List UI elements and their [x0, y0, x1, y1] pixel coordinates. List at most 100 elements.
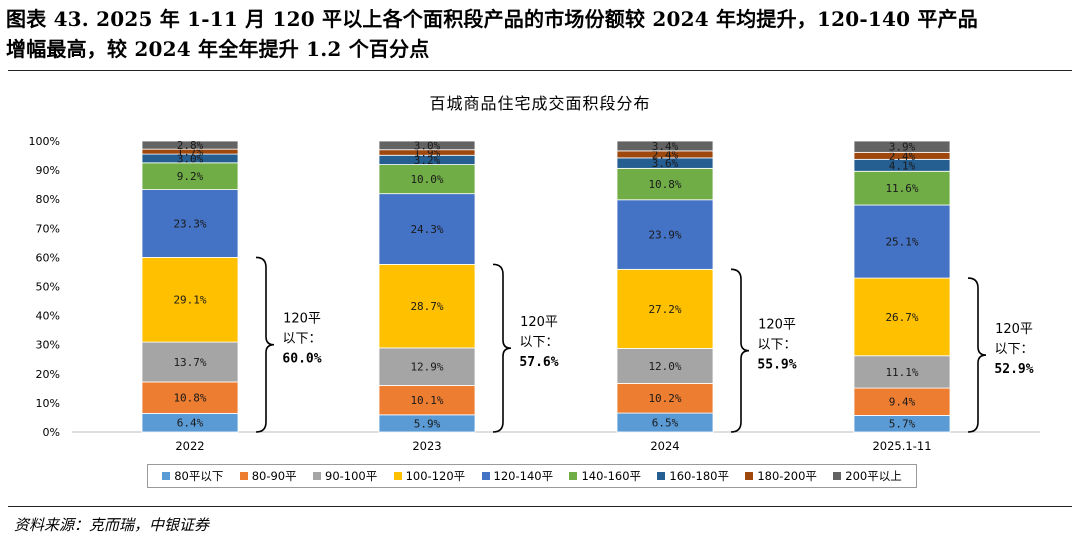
bar-segment [853, 140, 951, 153]
bar-data-label: 3.2% [414, 154, 441, 167]
bar-data-label: 28.7% [410, 300, 443, 313]
annotation-value: 55.9% [757, 358, 796, 373]
legend-label: 120-140平 [493, 469, 554, 483]
annotation-value: 52.9% [994, 362, 1033, 377]
legend-item: 200平以上 [833, 468, 902, 484]
bar-data-label: 2.8% [177, 139, 204, 152]
legend-item: 80-90平 [239, 468, 297, 484]
legend-label: 80-90平 [251, 469, 297, 483]
bar-segment [378, 347, 476, 386]
bar-data-label: 2.4% [889, 150, 916, 163]
bar-segment [378, 193, 476, 265]
bar-data-label: 29.1% [173, 294, 206, 307]
figure-caption: 图表 43. 2025 年 1-11 月 120 平以上各个面积段产品的市场份额… [6, 4, 1074, 64]
annotation-label: 120平 [995, 322, 1033, 337]
legend-label: 200平以上 [845, 469, 902, 483]
bar-data-label: 10.8% [648, 178, 681, 191]
y-tick-label: 20% [36, 368, 60, 381]
annotation-label: 以下： [282, 332, 321, 347]
bar-segment [378, 140, 476, 151]
bar-data-label: 26.7% [885, 311, 918, 324]
bar-data-label: 12.0% [648, 360, 681, 373]
bar-segment [616, 199, 714, 270]
legend-swatch [393, 472, 402, 480]
x-tick-label: 2024 [650, 439, 679, 453]
legend-item: 140-160平 [569, 468, 641, 484]
y-tick-label: 10% [36, 397, 60, 410]
y-tick-label: 30% [36, 339, 60, 352]
legend-item: 90-100平 [313, 468, 377, 484]
legend-label: 160-180平 [669, 469, 729, 483]
y-tick-label: 70% [36, 222, 60, 235]
x-tick-label: 2025.1-11 [872, 439, 931, 453]
legend-swatch [239, 472, 248, 480]
x-tick-label: 2023 [412, 439, 441, 453]
bar-data-label: 5.9% [414, 417, 441, 430]
annotation-bracket [967, 277, 987, 433]
annotation-label: 120平 [758, 318, 796, 333]
bar-data-label: 24.3% [410, 223, 443, 236]
bar-data-label: 9.4% [889, 396, 916, 409]
bar-segment [616, 383, 714, 414]
bar-segment [141, 256, 239, 343]
annotation-label: 120平 [283, 312, 321, 327]
figure-caption-line-1: 图表 43. 2025 年 1-11 月 120 平以上各个面积段产品的市场份额… [6, 7, 978, 31]
legend-swatch [657, 472, 666, 480]
legend-swatch [481, 472, 490, 480]
bar-segment [616, 348, 714, 384]
annotation-value: 60.0% [282, 352, 321, 367]
legend-swatch [833, 472, 842, 480]
bar-segment [853, 277, 951, 357]
y-tick-label: 100% [29, 135, 60, 148]
bar-data-label: 10.8% [173, 392, 206, 405]
bar-segment [141, 341, 239, 383]
bar-data-label: 11.6% [885, 182, 918, 195]
bar-segment [853, 204, 951, 279]
annotation-bracket [492, 263, 512, 433]
bar-data-label: 25.1% [885, 236, 918, 249]
bar-data-label: 3.0% [177, 152, 204, 165]
y-tick-label: 80% [36, 193, 60, 206]
annotation-label: 以下： [519, 335, 558, 350]
bar-segment [141, 189, 239, 258]
legend-item: 120-140平 [481, 468, 554, 484]
source-note: 资料来源：克而瑞，中银证券 [14, 516, 210, 534]
bar-segment [378, 263, 476, 349]
bar-data-label: 10.1% [410, 394, 443, 407]
legend-label: 80平以下 [174, 469, 224, 483]
bar-data-label: 12.9% [410, 361, 443, 374]
top-divider [8, 70, 1072, 71]
bar-segment [616, 140, 714, 152]
legend-label: 100-120平 [405, 469, 466, 483]
bar-data-label: 23.3% [173, 217, 206, 230]
bar-data-label: 13.7% [173, 356, 206, 369]
chart-title: 百城商品住宅成交面积段分布 [429, 94, 651, 113]
legend-item: 160-180平 [657, 468, 729, 484]
bar-data-label: 10.0% [410, 173, 443, 186]
legend-label: 90-100平 [325, 469, 378, 483]
annotation-label: 以下： [757, 338, 796, 353]
bar-data-label: 9.2% [177, 170, 204, 183]
annotation-bracket [730, 268, 750, 433]
legend-item: 100-120平 [393, 468, 466, 484]
bar-segment [378, 385, 476, 416]
bar-data-label: 11.1% [885, 366, 918, 379]
bar-segment [141, 381, 239, 414]
bar-data-label: 6.4% [177, 417, 204, 430]
bar-data-label: 10.2% [648, 392, 681, 405]
bar-data-label: 3.6% [652, 157, 679, 170]
annotation-label: 120平 [520, 315, 558, 330]
y-tick-label: 0% [43, 426, 60, 439]
bar-data-label: 4.1% [889, 159, 916, 172]
bar-data-label: 3.0% [414, 139, 441, 152]
bar-data-label: 5.7% [889, 418, 916, 431]
bar-data-label: 27.2% [648, 303, 681, 316]
annotation-label: 以下： [994, 342, 1033, 357]
bar-data-label: 23.9% [648, 229, 681, 242]
bottom-divider [8, 506, 1072, 507]
bar-segment [853, 387, 951, 416]
bar-segment [853, 355, 951, 389]
chart-legend: 80平以下 80-90平 90-100平 100-120平 120-140平 140-16… [147, 464, 917, 488]
bar-segment [378, 164, 476, 195]
